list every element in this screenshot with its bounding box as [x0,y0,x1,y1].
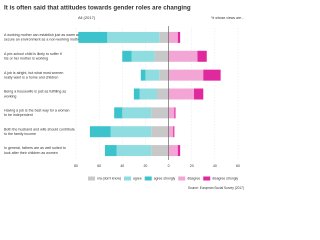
row-label: really want is a home and children [4,75,58,79]
bar-segment [133,88,140,100]
row-label: In general, fathers are as well suited t… [4,146,66,150]
x-tick-label: 0 [168,164,170,168]
bar-segment [151,126,169,138]
chart-note: % whose views are... [211,16,244,20]
chart-title: It is often said that attitudes towards … [4,5,191,12]
row-label: to be independent [4,113,33,117]
bar-segment [107,31,160,43]
bar-segment [78,31,108,43]
row-label: Having a job is the best way for a woman [4,109,70,113]
bar-segment [168,69,204,81]
legend-swatch [88,176,95,181]
legend-label: agree strongly [154,177,176,181]
bar-segment [197,50,207,62]
bar-segment [122,107,152,119]
bar-segment [168,145,178,157]
x-tick-label: 80 [74,164,78,168]
bar-segment [203,69,221,81]
x-tick-label: 60 [97,164,101,168]
row-label: A working mother can establish just as w… [4,33,82,37]
bar-segment [168,107,175,119]
bar-segment [159,31,169,43]
bar-segment [168,88,195,100]
x-tick-label: 40 [120,164,124,168]
row-label: his or her mother is working [4,57,48,61]
row-label: to the family income [4,132,36,136]
row-label: Being a housewife is just as fulfilling … [4,90,66,94]
bar-segment [168,50,198,62]
bar-segment [168,31,178,43]
bar-segment [131,50,155,62]
bar-segment [114,107,123,119]
row-label: working [4,94,16,98]
bar-segment [194,88,204,100]
row-label: A pre-school child is likely to suffer i… [4,52,62,56]
bar-segment [177,145,181,157]
row-label: A job is alright, but what most women [4,71,63,75]
x-tick-label: 40 [213,164,217,168]
legend-label: disagree strongly [212,177,238,181]
row-label: Both the husband and wife should contrib… [4,127,75,131]
x-tick-label: 20 [190,164,194,168]
bar-segment [116,145,152,157]
bar-segment [151,145,169,157]
bar-segment [89,126,111,138]
bar-segment [122,50,132,62]
bar-segment [159,69,169,81]
legend-swatch [203,176,211,181]
bar-segment [174,107,176,119]
chart: It is often said that attitudes towards … [4,5,244,190]
legend-label: disagree [187,177,200,181]
bar-segment [139,88,157,100]
chart-source: Source: European Social Survey (2017) [188,186,244,190]
x-tick-label: 60 [236,164,240,168]
legend-label: agree [133,177,142,181]
bar-segment [168,126,174,138]
bar-segment [151,107,169,119]
chart-subtitle: All (2017) [78,15,96,20]
legend-label: n/a (don't know) [97,177,121,181]
legend-swatch [124,176,132,181]
bar-segment [177,31,181,43]
bar-segment [140,69,146,81]
bar-segment [154,50,169,62]
bar-segment [145,69,160,81]
bar-segment [104,145,117,157]
bar-segment [110,126,152,138]
row-label: secure an environment as a non-working m… [4,38,82,42]
bar-segment [173,126,175,138]
legend-swatch [178,176,186,181]
bar-segment [157,88,169,100]
x-tick-label: 20 [143,164,147,168]
legend-swatch [144,176,152,181]
row-label: look after their children as women [4,151,58,155]
